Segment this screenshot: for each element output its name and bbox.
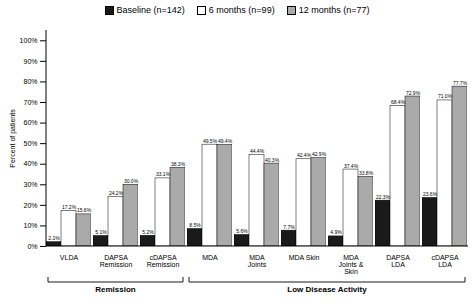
svg-text:90%: 90% bbox=[23, 58, 37, 65]
svg-text:30.0%: 30.0% bbox=[124, 178, 139, 184]
svg-text:24.2%: 24.2% bbox=[109, 190, 124, 196]
svg-text:5.6%: 5.6% bbox=[236, 228, 248, 234]
svg-text:DAPSALDA: DAPSALDA bbox=[386, 254, 410, 268]
svg-text:38.3%: 38.3% bbox=[171, 161, 186, 167]
svg-text:5.1%: 5.1% bbox=[95, 229, 107, 235]
svg-text:cDAPSARemission: cDAPSARemission bbox=[147, 254, 180, 268]
svg-text:40.3%: 40.3% bbox=[265, 157, 280, 163]
svg-text:70%: 70% bbox=[23, 99, 37, 106]
svg-text:23.6%: 23.6% bbox=[423, 191, 438, 197]
svg-text:5.2%: 5.2% bbox=[142, 229, 154, 235]
svg-text:Low Disease Activity: Low Disease Activity bbox=[287, 285, 367, 294]
svg-text:MDAJoints &Skin: MDAJoints &Skin bbox=[339, 254, 364, 275]
svg-text:33.1%: 33.1% bbox=[156, 171, 171, 177]
svg-text:71.0%: 71.0% bbox=[438, 93, 453, 99]
svg-text:MDA: MDA bbox=[202, 254, 218, 261]
svg-text:60%: 60% bbox=[23, 119, 37, 126]
svg-text:0%: 0% bbox=[27, 243, 37, 250]
svg-text:80%: 80% bbox=[23, 78, 37, 85]
svg-text:17.2%: 17.2% bbox=[62, 204, 77, 210]
svg-text:MDA Skin: MDA Skin bbox=[289, 254, 320, 261]
svg-text:22.3%: 22.3% bbox=[376, 194, 391, 200]
svg-text:37.4%: 37.4% bbox=[344, 163, 359, 169]
svg-text:MDAJoints: MDAJoints bbox=[248, 254, 267, 268]
svg-text:7.7%: 7.7% bbox=[283, 224, 295, 230]
svg-text:10%: 10% bbox=[23, 222, 37, 229]
svg-text:42.9%: 42.9% bbox=[312, 151, 327, 157]
html-text:Baseline (n=142): Baseline (n=142) bbox=[116, 5, 185, 15]
svg-text:DAPSARemission: DAPSARemission bbox=[100, 254, 133, 268]
svg-text:68.4%: 68.4% bbox=[391, 99, 406, 105]
svg-text:20%: 20% bbox=[23, 202, 37, 209]
svg-text:Percent of patients: Percent of patients bbox=[9, 109, 17, 168]
svg-text:50%: 50% bbox=[23, 140, 37, 147]
svg-text:8.5%: 8.5% bbox=[189, 222, 201, 228]
svg-text:42.4%: 42.4% bbox=[297, 152, 312, 158]
svg-text:cDAPSALDA: cDAPSALDA bbox=[431, 254, 459, 268]
svg-text:4.9%: 4.9% bbox=[330, 229, 342, 235]
svg-text:49.5%: 49.5% bbox=[203, 138, 218, 144]
html-text:12 months (n=77): 12 months (n=77) bbox=[298, 5, 370, 15]
svg-text:30%: 30% bbox=[23, 181, 37, 188]
html-text:6 months (n=99): 6 months (n=99) bbox=[208, 5, 275, 15]
svg-text:2.1%: 2.1% bbox=[48, 235, 60, 241]
svg-text:77.7%: 77.7% bbox=[453, 80, 468, 86]
svg-text:Remission: Remission bbox=[95, 285, 136, 294]
svg-text:40%: 40% bbox=[23, 160, 37, 167]
svg-text:33.8%: 33.8% bbox=[359, 170, 374, 176]
svg-text:VLDA: VLDA bbox=[60, 254, 79, 261]
svg-text:100%: 100% bbox=[20, 37, 38, 44]
svg-text:49.4%: 49.4% bbox=[218, 138, 233, 144]
svg-text:72.9%: 72.9% bbox=[406, 90, 421, 96]
svg-text:44.4%: 44.4% bbox=[250, 148, 265, 154]
svg-text:15.6%: 15.6% bbox=[77, 207, 92, 213]
